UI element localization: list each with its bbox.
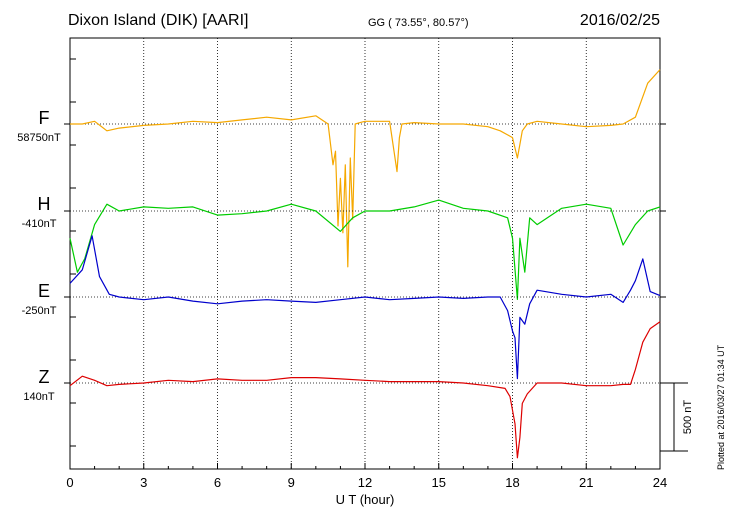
series-line-H	[69, 199, 661, 300]
label-H: H	[37, 194, 51, 214]
label-E: E	[37, 281, 50, 301]
station-coordinates: GG ( 73.55°, 80.57°)	[368, 17, 469, 29]
station-title: Dixon Island (DIK) [AARI]	[68, 12, 249, 29]
series-line-F	[70, 69, 661, 268]
x-tick-label: 21	[579, 475, 593, 490]
plot-date: 2016/02/25	[579, 12, 660, 29]
baseline-H: -410nT	[21, 218, 57, 230]
x-tick-label: 0	[66, 475, 73, 490]
x-tick-label: 18	[505, 475, 519, 490]
x-tick-label: 24	[653, 475, 667, 490]
series-line-Z	[69, 321, 661, 459]
baseline-Z: 140nT	[23, 391, 55, 403]
series-line-E	[69, 235, 661, 380]
label-F: F	[38, 108, 50, 128]
baseline-F: 58750nT	[17, 132, 61, 144]
x-tick-label: 3	[140, 475, 147, 490]
x-tick-label: 15	[432, 475, 446, 490]
label-Z: Z	[38, 367, 50, 387]
scale-bar-label: 500 nT	[682, 400, 694, 435]
x-tick-label: 12	[358, 475, 372, 490]
x-tick-label: 6	[214, 475, 221, 490]
x-tick-label: 9	[288, 475, 295, 490]
x-axis-label: U T (hour)	[336, 492, 395, 507]
baseline-E: -250nT	[21, 305, 57, 317]
